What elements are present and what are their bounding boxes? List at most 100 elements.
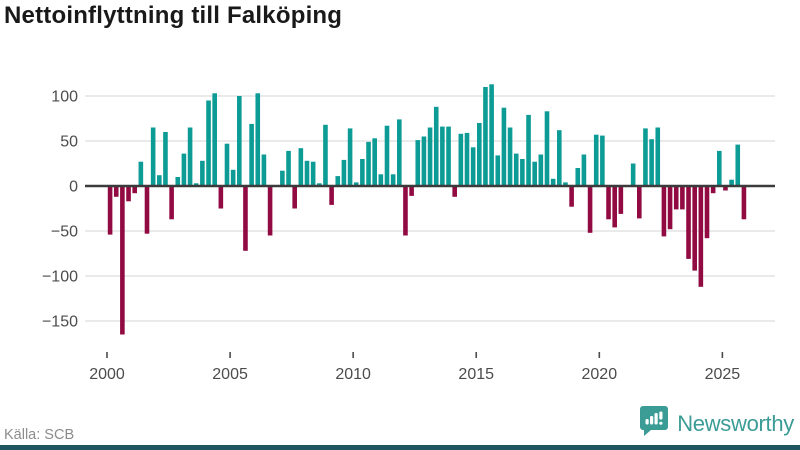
bar-2005-q2 bbox=[237, 96, 242, 186]
bar-2023-q1 bbox=[673, 186, 679, 210]
bar-2011-q3 bbox=[390, 174, 396, 186]
bar-2007-q4 bbox=[298, 148, 304, 186]
bar-2004-q1 bbox=[206, 100, 211, 186]
newsworthy-logo-icon bbox=[639, 405, 669, 442]
bar-2016-q2 bbox=[507, 127, 513, 186]
x-tick-label: 2005 bbox=[212, 366, 248, 383]
bar-2025-q1 bbox=[723, 186, 728, 191]
bar-2010-q4 bbox=[372, 138, 377, 186]
bar-2010-q2 bbox=[360, 159, 365, 186]
bar-2014-q1 bbox=[452, 186, 457, 197]
bar-2001-q3 bbox=[144, 186, 150, 234]
bar-2007-q3 bbox=[292, 186, 297, 209]
bar-2019-q1 bbox=[575, 168, 581, 186]
bar-2004-q3 bbox=[218, 186, 224, 209]
bar-2018-q3 bbox=[563, 182, 568, 186]
chart-footer: Källa: SCB Newsworthy bbox=[0, 405, 800, 445]
bar-2012-q2 bbox=[409, 186, 414, 196]
bar-2006-q1 bbox=[255, 93, 261, 186]
bar-2012-q4 bbox=[421, 136, 427, 186]
y-tick-label: −100 bbox=[42, 269, 78, 286]
bar-2020-q4 bbox=[618, 186, 624, 214]
bar-2008-q3 bbox=[317, 183, 322, 186]
bar-2000-q1 bbox=[107, 186, 113, 235]
bar-2016-q1 bbox=[501, 107, 507, 186]
bar-2019-q4 bbox=[593, 134, 599, 186]
bar-2005-q3 bbox=[243, 186, 248, 251]
x-tick-label: 2010 bbox=[335, 366, 371, 383]
bar-2007-q2 bbox=[286, 150, 291, 186]
bar-2022-q1 bbox=[649, 139, 654, 186]
bar-2016-q4 bbox=[520, 159, 525, 186]
bar-2024-q4 bbox=[717, 150, 722, 186]
bar-2018-q1 bbox=[550, 178, 556, 186]
bar-2019-q3 bbox=[587, 186, 593, 233]
bar-2001-q1 bbox=[132, 186, 137, 194]
y-tick-label: 50 bbox=[60, 134, 78, 151]
chart-title: Nettoinflyttning till Falköping bbox=[4, 2, 343, 29]
newsworthy-brand-link[interactable]: Newsworthy bbox=[639, 405, 794, 442]
bar-2016-q3 bbox=[513, 153, 519, 186]
bar-2013-q1 bbox=[427, 127, 433, 186]
x-tick-label: 2020 bbox=[582, 366, 618, 383]
bar-2009-q3 bbox=[341, 159, 347, 186]
bottom-accent-bar bbox=[0, 445, 800, 450]
bar-2000-q3 bbox=[120, 186, 125, 335]
bar-2015-q1 bbox=[477, 123, 482, 186]
migration-bar-chart: 100 50 0 −50 −100 −150 2000 2005 2010 2015 2020 202… bbox=[42, 84, 775, 383]
bar-2001-q2 bbox=[138, 161, 144, 186]
bar-2017-q1 bbox=[526, 114, 531, 186]
bar-2015-q4 bbox=[495, 155, 501, 186]
bar-2000-q2 bbox=[113, 186, 119, 197]
bar-2020-q1 bbox=[600, 135, 605, 186]
bar-2018-q2 bbox=[557, 130, 562, 186]
bar-2009-q2 bbox=[335, 176, 341, 186]
bar-2022-q3 bbox=[661, 186, 667, 237]
bar-2021-q4 bbox=[643, 128, 648, 186]
x-tick-label: 2015 bbox=[458, 366, 494, 383]
bar-2025-q3 bbox=[735, 144, 741, 186]
bar-2020-q3 bbox=[612, 186, 617, 228]
bar-2003-q4 bbox=[200, 160, 205, 186]
bar-2002-q2 bbox=[163, 132, 168, 186]
bar-2024-q1 bbox=[698, 186, 704, 287]
bar-2022-q4 bbox=[667, 186, 673, 230]
bar-2018-q4 bbox=[569, 186, 574, 207]
bar-2005-q1 bbox=[230, 169, 236, 186]
bar-2025-q2 bbox=[729, 179, 734, 186]
source-label: Källa: SCB bbox=[4, 427, 75, 443]
bar-2023-q4 bbox=[692, 186, 697, 271]
bar-2023-q3 bbox=[686, 186, 691, 259]
bar-2003-q2 bbox=[187, 127, 193, 186]
bar-2009-q1 bbox=[329, 186, 334, 205]
bar-2012-q1 bbox=[403, 186, 408, 236]
bar-2015-q2 bbox=[483, 87, 488, 186]
bar-2003-q1 bbox=[181, 153, 187, 186]
bar-2006-q3 bbox=[267, 186, 273, 236]
bar-2021-q2 bbox=[630, 163, 636, 186]
x-tick-label: 2025 bbox=[705, 366, 741, 383]
y-tick-label: −50 bbox=[51, 224, 78, 241]
bar-2023-q2 bbox=[680, 186, 685, 210]
bar-2003-q3 bbox=[193, 183, 199, 186]
bar-2012-q3 bbox=[415, 140, 421, 186]
y-tick-label: 100 bbox=[51, 89, 78, 106]
bar-2011-q1 bbox=[378, 174, 384, 186]
bar-2008-q2 bbox=[310, 161, 316, 186]
bar-2002-q4 bbox=[175, 177, 181, 186]
bar-2019-q2 bbox=[581, 154, 587, 186]
bar-2013-q3 bbox=[440, 126, 445, 186]
bar-2000-q4 bbox=[126, 186, 131, 202]
bar-2006-q2 bbox=[261, 154, 267, 186]
bar-2009-q4 bbox=[347, 128, 353, 186]
bar-2001-q4 bbox=[150, 127, 156, 186]
brand-name: Newsworthy bbox=[677, 410, 794, 436]
bar-2014-q4 bbox=[470, 147, 476, 186]
bar-2013-q2 bbox=[433, 106, 439, 186]
bar-2017-q3 bbox=[538, 154, 544, 186]
bar-2008-q1 bbox=[304, 160, 310, 186]
bar-2008-q4 bbox=[323, 124, 328, 186]
bar-2014-q3 bbox=[464, 132, 470, 186]
bar-2020-q2 bbox=[606, 186, 611, 220]
